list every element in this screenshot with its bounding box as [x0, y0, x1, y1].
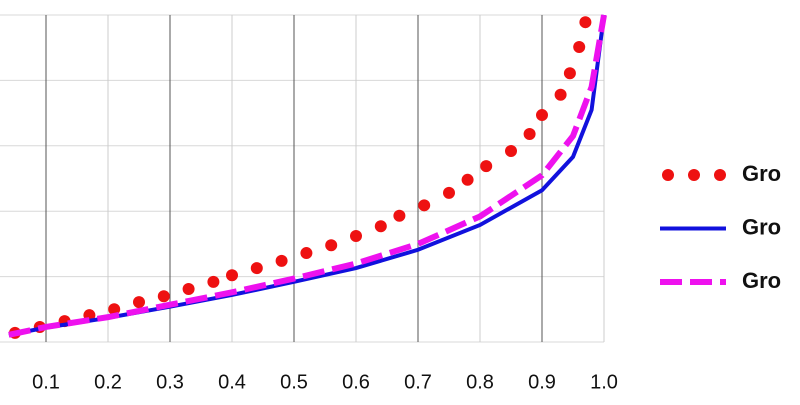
- data-point: [133, 296, 145, 309]
- x-tick-label: 1.0: [590, 371, 618, 393]
- data-point: [523, 128, 536, 141]
- series-line: [8, 14, 606, 337]
- data-point: [505, 145, 517, 158]
- data-point: [182, 283, 195, 296]
- legend-symbol: [688, 169, 700, 181]
- legend-symbol: [714, 169, 726, 181]
- data-point: [573, 41, 586, 54]
- data-point: [563, 67, 576, 80]
- data-point: [275, 254, 288, 267]
- data-point: [480, 160, 493, 173]
- x-tick-label: 0.2: [94, 371, 122, 393]
- data-point: [443, 186, 455, 199]
- x-tick-label: 0.1: [32, 371, 60, 393]
- data-point: [418, 199, 431, 212]
- x-tick-label: 0.3: [156, 371, 184, 393]
- data-point: [461, 173, 474, 186]
- plot-area: [0, 14, 607, 343]
- legend-label: Gro: [742, 161, 781, 186]
- x-tick-label: 0.6: [342, 371, 370, 393]
- data-point: [374, 220, 387, 233]
- x-tick-label: 0.7: [404, 371, 432, 393]
- data-point: [554, 88, 567, 101]
- data-point: [250, 262, 263, 275]
- data-point: [579, 16, 592, 29]
- legend-label: Gro: [742, 268, 781, 293]
- legend: Gro Gro Gro: [660, 161, 781, 293]
- series-line: [8, 14, 607, 338]
- x-tick-label: 0.4: [218, 371, 246, 393]
- data-point: [350, 230, 362, 243]
- data-point: [536, 109, 548, 122]
- x-tick-label: 0.8: [466, 371, 494, 393]
- data-point: [226, 269, 238, 282]
- data-point: [325, 239, 338, 252]
- x-tick-label: 0.9: [528, 371, 556, 393]
- data-point: [207, 275, 220, 288]
- data-point: [393, 209, 406, 222]
- legend-label: Gro: [742, 214, 781, 239]
- x-tick-label: 0.5: [280, 371, 308, 393]
- legend-symbol: [662, 169, 674, 181]
- data-point: [300, 247, 313, 260]
- data-point: [157, 290, 170, 303]
